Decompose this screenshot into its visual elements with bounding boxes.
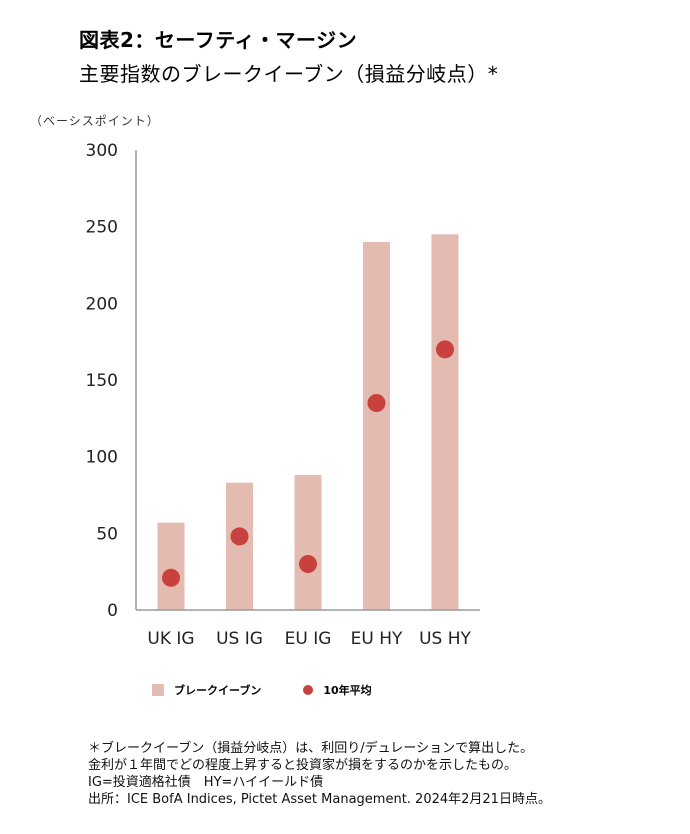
y-tick-label: 250 <box>86 218 118 238</box>
x-tick-label: US HY <box>419 629 471 649</box>
y-tick-label: 100 <box>86 448 118 468</box>
legend-swatch-breakeven <box>152 684 164 696</box>
footnote-explanation: 金利が１年間でどの程度上昇すると投資家が損をするのかを示したもの。 <box>88 758 518 773</box>
breakeven-chart: 0 50 100 150 200 250 300 UK IG US IG EU IG EU HY US… <box>86 141 480 649</box>
footnote-definition: ＊ブレークイーブン（損益分岐点）は、利回り/デュレーションで算出した。 <box>88 741 534 756</box>
footnote-source: 出所：ICE BofA Indices, Pictet Asset Manage… <box>88 792 551 807</box>
legend-label-breakeven: ブレークイーブン <box>174 684 262 697</box>
x-tick-label: EU HY <box>351 629 403 649</box>
footnotes: ＊ブレークイーブン（損益分岐点）は、利回り/デュレーションで算出した。 金利が１… <box>88 740 551 808</box>
bar-breakeven <box>431 234 459 610</box>
x-tick-label: US IG <box>216 629 263 649</box>
chart-subtitle: 主要指数のブレークイーブン（損益分岐点）* <box>79 62 499 86</box>
point-10yr-average <box>436 340 454 359</box>
bar-breakeven <box>226 482 253 610</box>
point-10yr-average <box>230 527 249 546</box>
legend-swatch-10yr-average <box>303 685 314 695</box>
bar-breakeven <box>363 242 390 610</box>
legend-label-10yr-average: 10年平均 <box>323 684 372 697</box>
y-tick-label: 200 <box>86 294 118 314</box>
y-tick-label: 0 <box>107 601 118 621</box>
x-tick-label: UK IG <box>147 629 194 649</box>
legend: ブレークイーブン 10年平均 <box>152 682 372 698</box>
y-tick-label: 50 <box>96 524 118 544</box>
y-tick-label: 300 <box>86 141 118 161</box>
point-10yr-average <box>162 568 180 587</box>
y-axis-unit-label: （ベーシスポイント） <box>30 114 160 128</box>
y-tick-label: 150 <box>86 371 118 391</box>
bar-breakeven <box>157 522 185 610</box>
chart-title: 図表2：セーフティ・マージン <box>79 28 358 52</box>
footnote-abbreviations: IG=投資適格社債 HY=ハイイールド債 <box>88 775 324 790</box>
bar-breakeven <box>294 475 322 610</box>
point-10yr-average <box>367 394 386 412</box>
point-10yr-average <box>299 555 317 573</box>
x-tick-label: EU IG <box>285 629 332 649</box>
